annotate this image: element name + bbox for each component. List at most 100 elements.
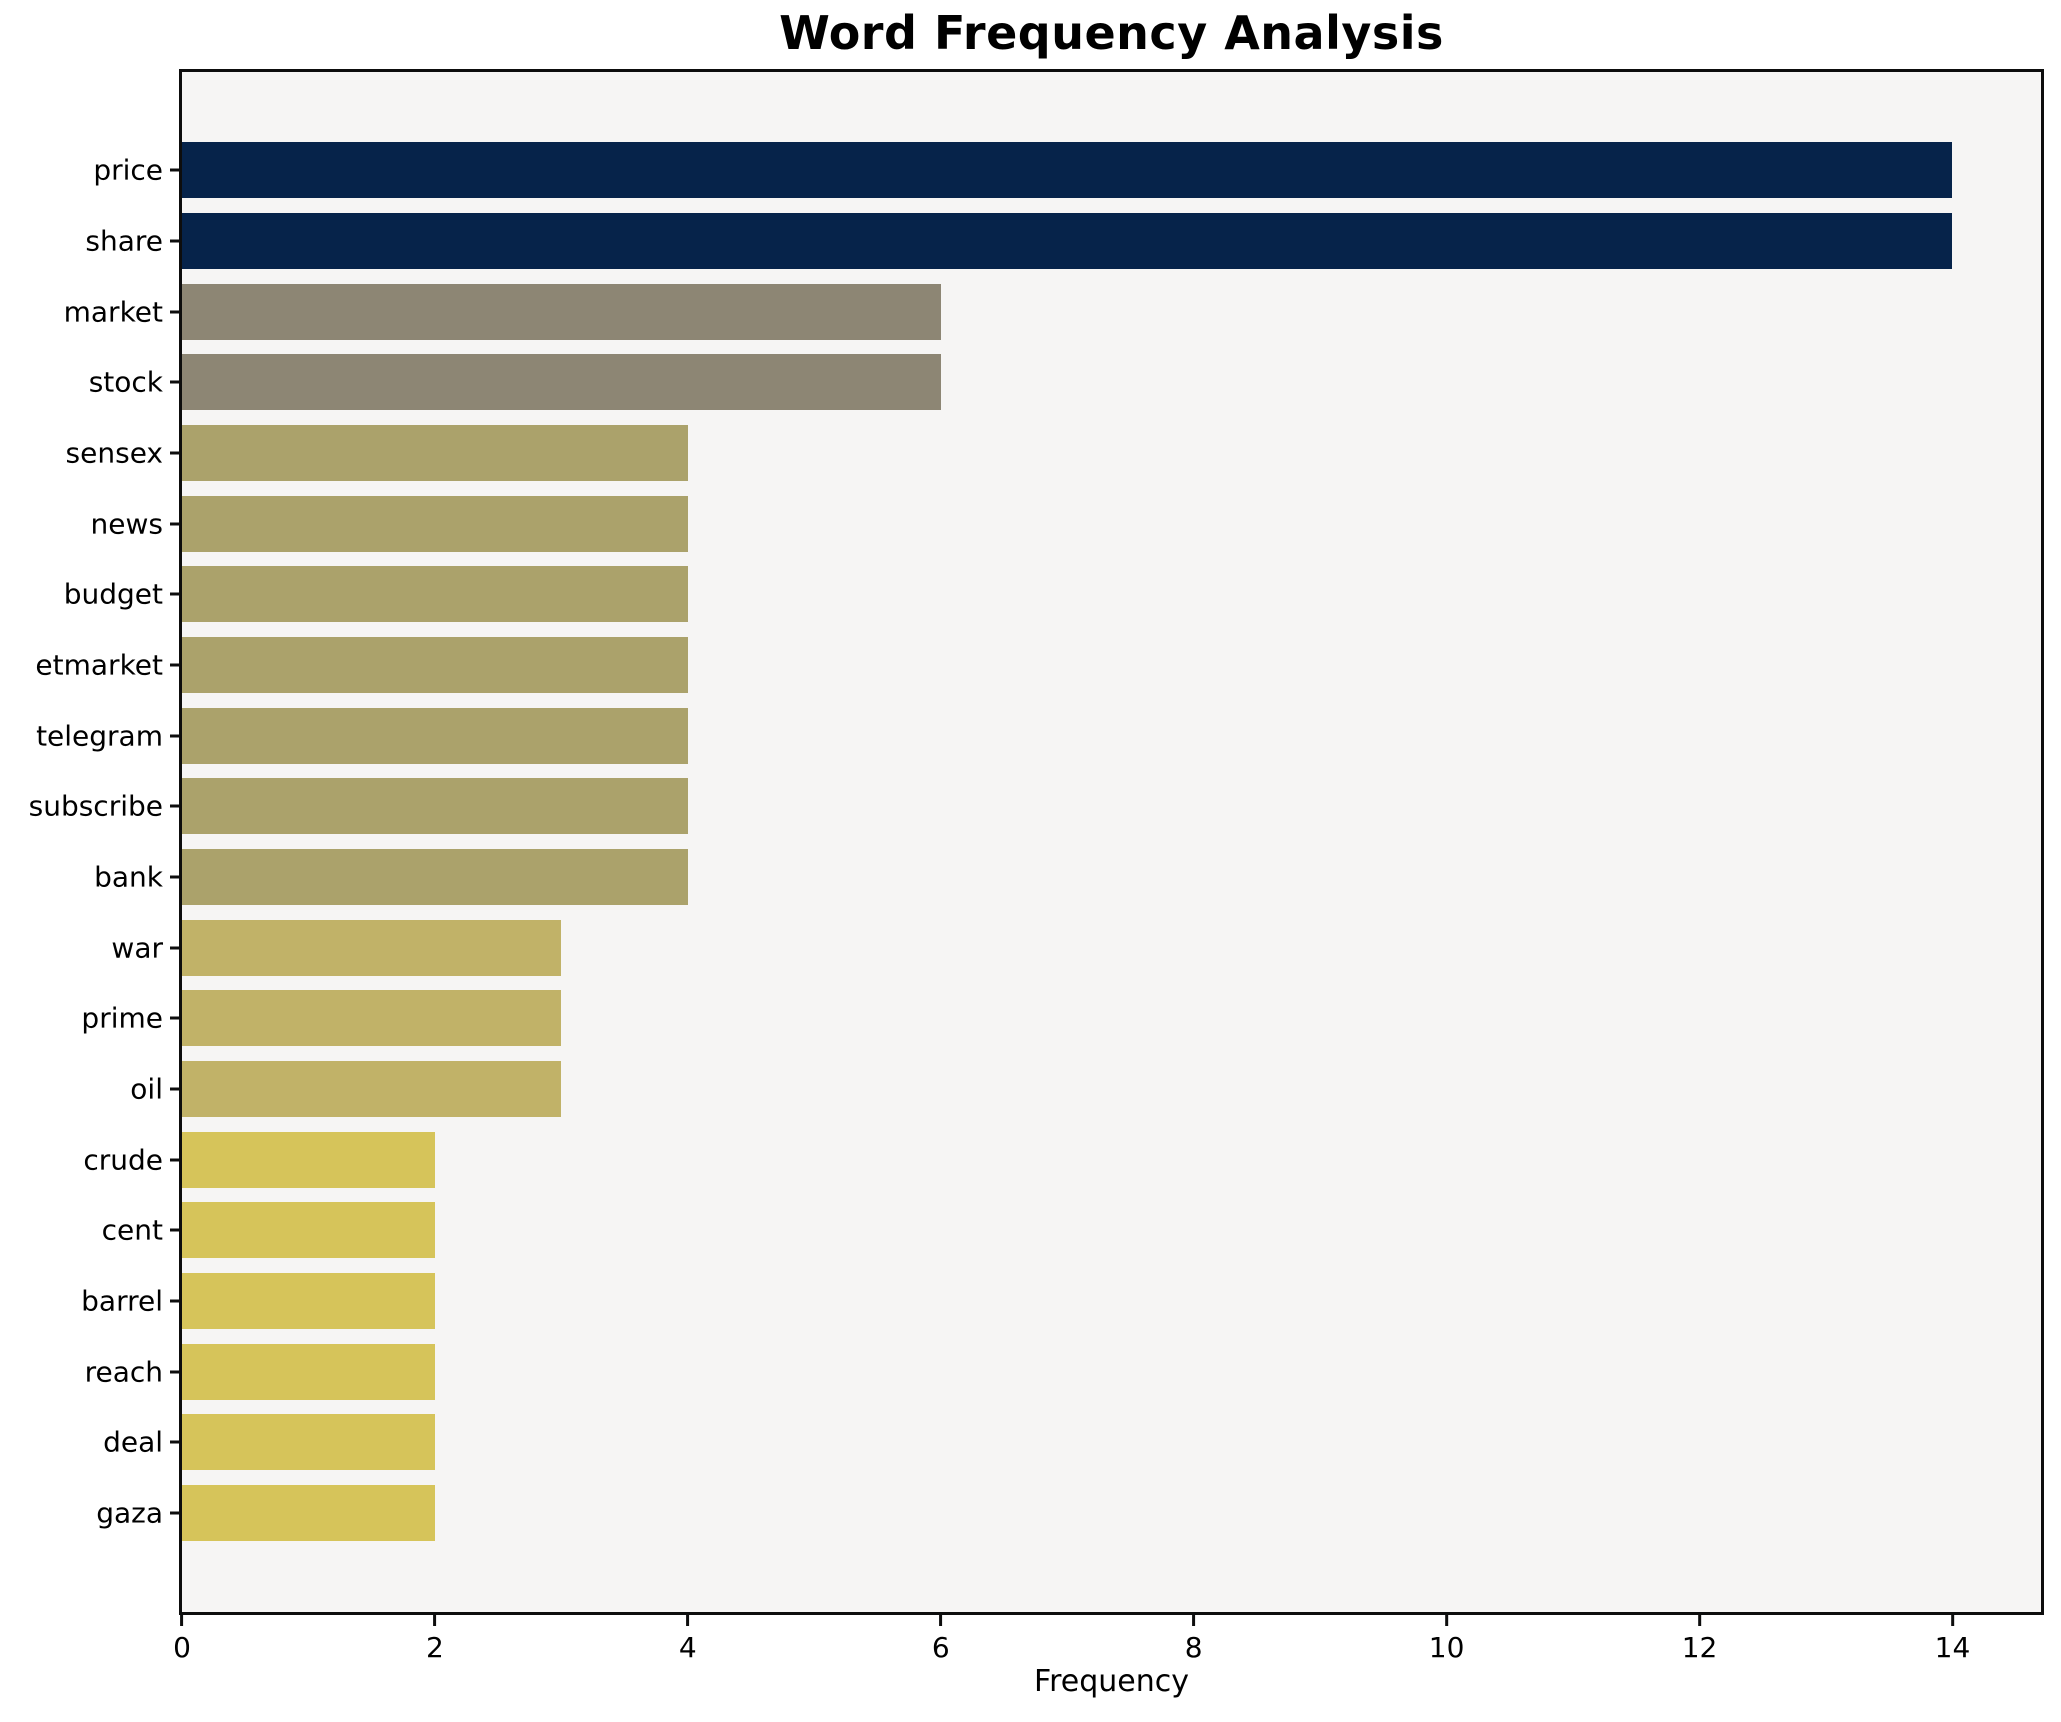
bar (182, 354, 941, 411)
y-tick-label: reach (84, 1355, 163, 1389)
y-tick-label: stock (88, 365, 163, 399)
bar (182, 990, 562, 1047)
y-tick-mark (170, 310, 179, 314)
bar-row: bank (94, 842, 2041, 913)
x-tick-label: 10 (1428, 1631, 1465, 1664)
y-tick-label: gaza (96, 1496, 163, 1530)
y-tick-mark (170, 451, 179, 455)
bar-row: deal (103, 1407, 2041, 1478)
x-tick-mark (1950, 1615, 1954, 1626)
y-tick-mark (170, 239, 179, 243)
bar-row: stock (89, 347, 2041, 418)
bar-row: telegram (36, 700, 2041, 771)
x-tick: 0 (173, 1615, 191, 1664)
bar-row: crude (83, 1124, 2041, 1195)
y-tick-mark (170, 946, 179, 950)
bar-row: etmarket (35, 630, 2041, 701)
chart-title: Word Frequency Analysis (779, 6, 1444, 60)
y-tick-label: price (93, 153, 163, 187)
x-tick-label: 4 (678, 1631, 697, 1664)
y-tick-mark (170, 804, 179, 808)
x-tick-label: 14 (1934, 1631, 1971, 1664)
bar (182, 424, 688, 481)
y-tick-label: etmarket (35, 648, 163, 682)
x-tick-mark (1445, 1615, 1449, 1626)
bar (182, 495, 688, 552)
bar (182, 919, 562, 976)
bar-row: war (111, 912, 2041, 983)
x-tick-label: 2 (426, 1631, 444, 1664)
y-tick-mark (170, 1158, 179, 1162)
x-tick: 4 (679, 1615, 697, 1664)
x-tick-mark (180, 1615, 184, 1626)
bar (182, 1485, 435, 1542)
y-tick-mark (170, 168, 179, 172)
y-tick-label: subscribe (28, 789, 163, 823)
bar (182, 212, 1953, 269)
bar (182, 707, 688, 764)
x-tick: 2 (426, 1615, 444, 1664)
bar-row: price (93, 135, 2041, 206)
bar-row: reach (85, 1336, 2041, 1407)
y-tick-label: crude (83, 1143, 163, 1177)
x-axis: 0 2 4 6 8 10 12 14 (173, 1615, 2041, 1685)
y-tick-label: sensex (65, 436, 163, 470)
bar (182, 778, 688, 835)
y-tick-mark (170, 1087, 179, 1091)
x-tick: 6 (932, 1615, 950, 1664)
y-tick-label: oil (130, 1072, 163, 1106)
x-tick-label: 12 (1681, 1631, 1718, 1664)
bars-area: price share market stock sensex news budget etm… (29, 135, 2041, 1549)
x-tick-label: 6 (931, 1631, 950, 1664)
y-tick-label: prime (81, 1001, 163, 1035)
x-tick-label: 8 (1184, 1631, 1203, 1664)
y-tick-label: telegram (36, 719, 163, 753)
y-tick-mark (170, 734, 179, 738)
y-tick-mark (170, 592, 179, 596)
bar-row: subscribe (29, 771, 2041, 842)
bar-row: oil (130, 1054, 2041, 1125)
y-tick-label: news (90, 507, 163, 541)
y-tick-mark (170, 1511, 179, 1515)
x-tick-mark (686, 1615, 690, 1626)
y-tick-label: bank (94, 860, 163, 894)
bar-row: news (91, 488, 2041, 559)
y-tick-label: share (85, 224, 163, 258)
y-tick-mark (170, 1228, 179, 1232)
x-tick-mark (433, 1615, 437, 1626)
bar (182, 566, 688, 623)
bar (182, 142, 1953, 199)
x-tick: 12 (1681, 1615, 1718, 1664)
y-tick-mark (170, 663, 179, 667)
bar-row: sensex (66, 418, 2041, 489)
y-tick-label: war (111, 931, 163, 965)
bar-row: cent (102, 1195, 2041, 1266)
bar (182, 637, 688, 693)
bar-row: prime (81, 983, 2041, 1054)
y-tick-mark (170, 1370, 179, 1374)
y-tick-mark (170, 1299, 179, 1303)
x-tick-mark (939, 1615, 943, 1626)
x-tick: 8 (1185, 1615, 1203, 1664)
bar-row: barrel (81, 1266, 2041, 1337)
bar (182, 1202, 435, 1259)
y-tick-mark (170, 875, 179, 879)
y-tick-label: cent (101, 1213, 163, 1247)
x-tick: 10 (1428, 1615, 1465, 1664)
x-tick-mark (1192, 1615, 1196, 1626)
bar (182, 849, 688, 906)
bar (182, 1273, 435, 1330)
y-tick-mark (170, 1440, 179, 1444)
bar (182, 283, 941, 340)
bar-row: share (85, 206, 2041, 277)
bar-row: gaza (96, 1478, 2041, 1549)
x-tick-label: 0 (173, 1631, 191, 1664)
bar-row: budget (64, 559, 2041, 630)
bar (182, 1131, 435, 1188)
bar-row: market (64, 276, 2041, 347)
x-axis-label: Frequency (1034, 1664, 1189, 1699)
y-tick-label: budget (63, 577, 163, 611)
plot-area: price share market stock sensex news budget etm… (29, 69, 2044, 1615)
y-tick-label: barrel (81, 1284, 163, 1318)
y-tick-mark (170, 522, 179, 526)
